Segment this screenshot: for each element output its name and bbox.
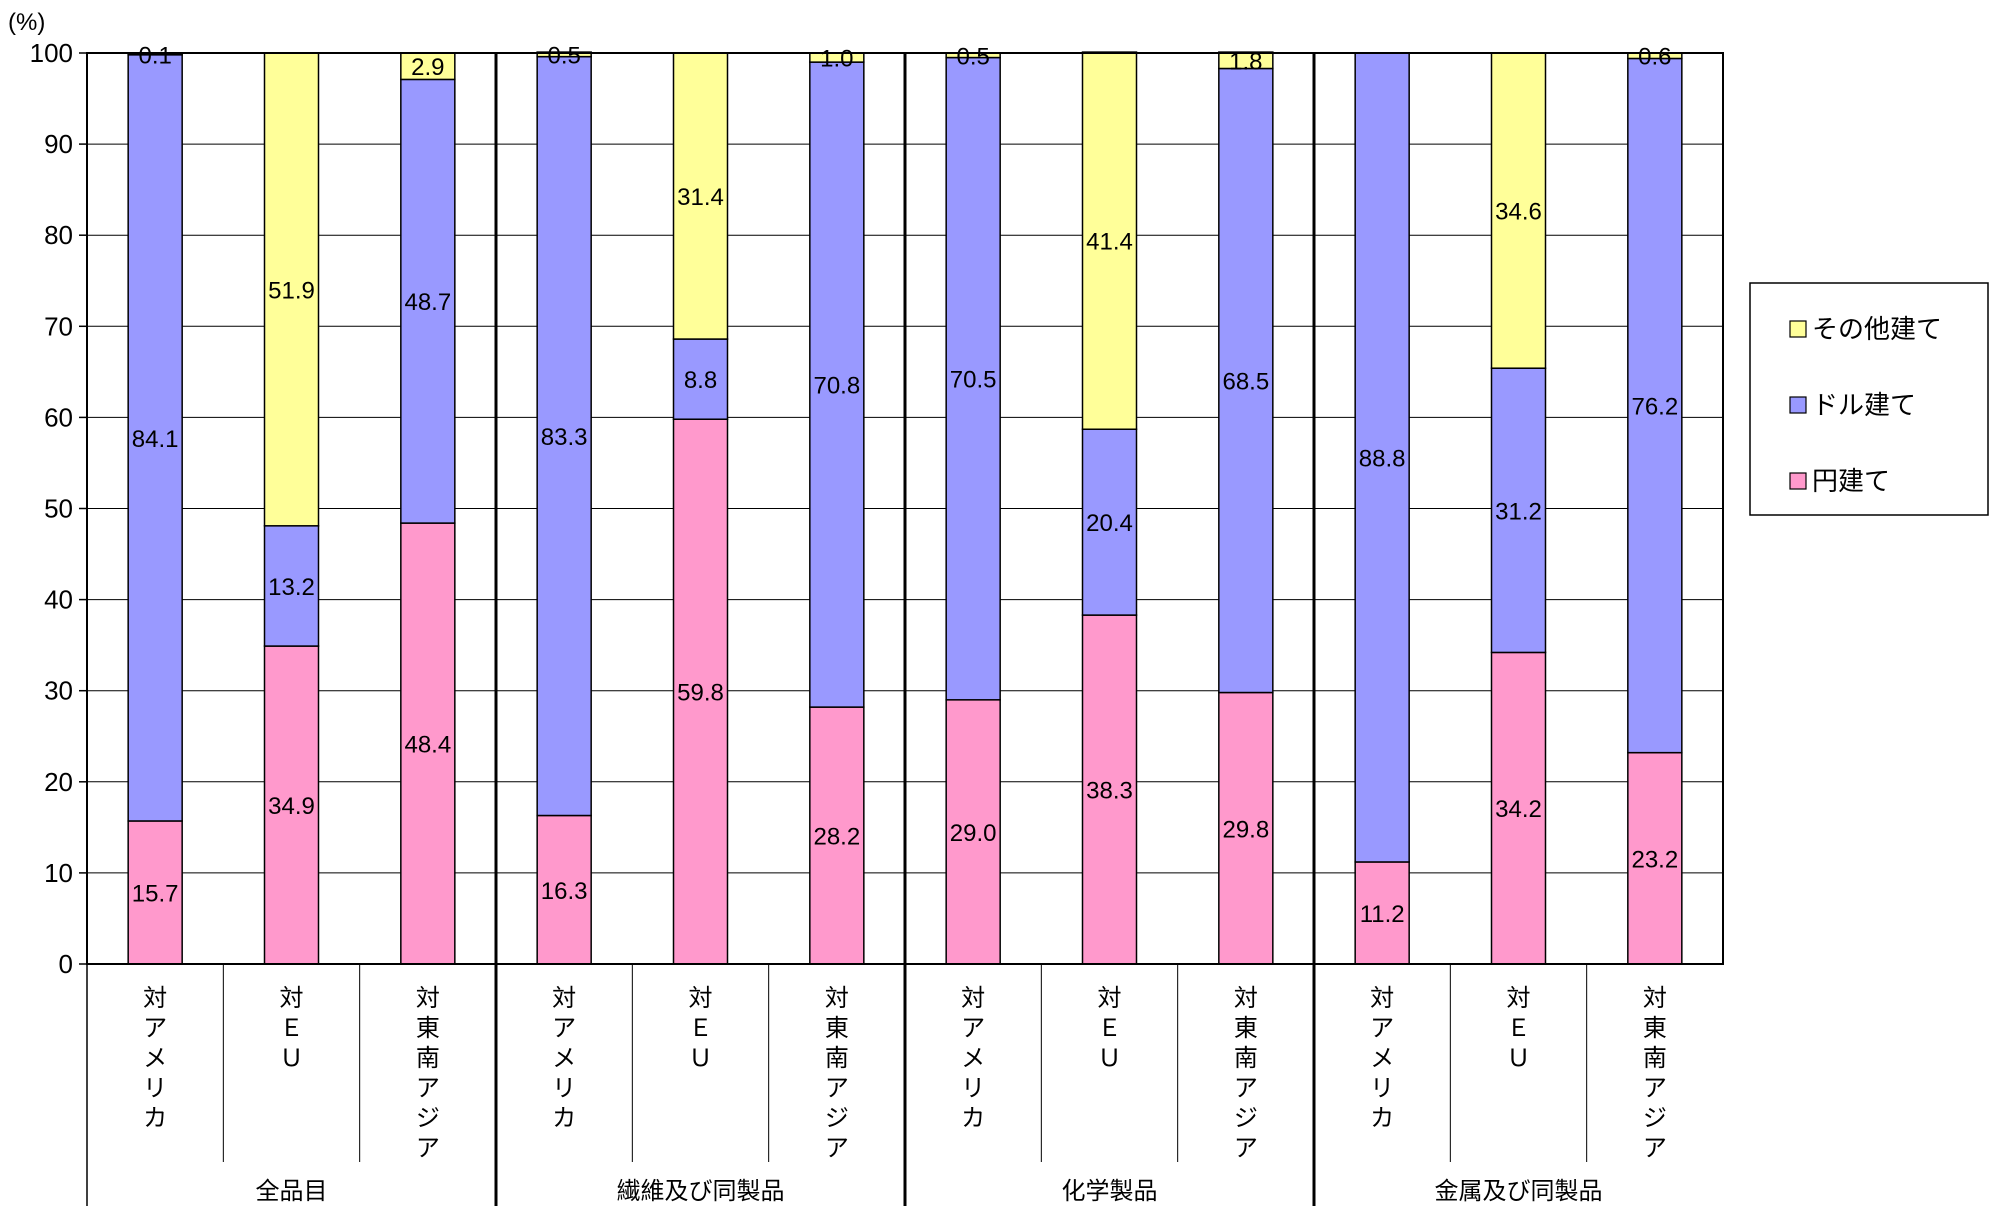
data-label: 31.4 [677,184,724,211]
category-label: 対アメリカ [961,985,985,1132]
data-label: 34.9 [268,793,315,820]
category-label: 対ＥＵ [1098,985,1122,1072]
bar-yen [1354,861,1410,965]
data-label: 8.8 [684,367,717,394]
data-label: 15.7 [132,880,179,907]
data-label: 48.4 [404,732,451,759]
data-label: 28.2 [813,824,860,851]
category-label: 対ＥＵ [689,985,713,1072]
category-label: 対東南アジア [1643,985,1667,1162]
y-tick-label: 80 [44,220,73,250]
y-tick-label: 60 [44,402,73,432]
group-label: 繊維及び同製品 [617,1178,785,1205]
category-label: 対ＥＵ [280,985,304,1072]
category-label: 対アメリカ [143,985,167,1132]
data-label: 11.2 [1360,901,1405,928]
legend-swatch [1789,396,1807,414]
data-label: 29.0 [950,820,997,847]
y-tick-label: 20 [44,767,73,797]
data-label: 70.5 [950,367,997,394]
bar-dollar [672,338,729,420]
bar-yen [127,820,183,965]
category-label: 対ＥＵ [1507,985,1531,1072]
data-label: 0.5 [547,42,580,69]
bar-yen [263,645,320,965]
bar-dollar [1354,52,1410,863]
data-label: 29.8 [1222,816,1269,843]
y-tick-label: 0 [59,949,73,979]
data-label: 0.5 [956,43,989,70]
bar-dollar [945,56,1001,701]
legend-entry: その他建て [1812,314,1942,344]
data-label: 84.1 [132,426,179,453]
axes: 0 10 20 30 40 50 60 70 80 90 100(%) 対アメリカ 対ＥＵ 対東南アジア 対… [8,9,1667,1205]
y-unit-label: (%) [8,9,45,36]
data-label: 76.2 [1631,394,1678,421]
y-tick-label: 40 [44,585,73,615]
group-label: 金属及び同製品 [1435,1178,1603,1205]
bar-other [263,52,320,527]
data-label: 41.4 [1086,229,1133,256]
y-tick-label: 90 [44,129,73,159]
bar-dollar [127,54,183,822]
bar-yen [1218,691,1274,965]
bar-yen [1490,651,1547,965]
data-label: 1.0 [820,46,853,73]
bar-dollar [1218,67,1274,694]
category-label: 対東南アジア [416,985,440,1162]
legend-entry: ドル建て [1812,390,1916,420]
y-tick-label: 10 [44,858,73,888]
bar-other [1490,52,1547,369]
plot-frame [86,52,1724,1206]
data-label: 48.7 [404,289,451,316]
data-label: 34.2 [1495,796,1542,823]
data-labels: 15.7 84.1 0.1 34.9 13.2 51.9 48.4 48.7 2.9 16.3 83… [132,42,1678,928]
legend-swatch [1789,472,1807,490]
legend-entry: 円建て [1812,466,1890,496]
y-tick-label: 70 [44,311,73,341]
category-label: 対東南アジア [1234,985,1258,1162]
bar-dollar [263,525,320,647]
bar-yen [672,418,729,965]
data-label: 70.8 [813,373,860,400]
data-label: 34.6 [1495,199,1542,226]
category-label: 対アメリカ [552,985,576,1132]
data-label: 0.6 [1638,44,1671,71]
y-tick-label: 30 [44,676,73,706]
category-label: 対東南アジア [825,985,849,1162]
data-label: 68.5 [1222,369,1269,396]
data-label: 38.3 [1086,778,1133,805]
y-tick-label: 50 [44,494,73,524]
data-label: 51.9 [268,277,315,304]
data-label: 1.8 [1229,48,1262,75]
group-label: 化学製品 [1062,1178,1158,1205]
bar-yen [1627,751,1683,965]
data-label: 31.2 [1495,498,1542,525]
bar-other [1081,51,1138,430]
bars [127,51,1683,965]
data-label: 23.2 [1631,846,1678,873]
legend-swatch [1789,320,1807,338]
data-label: 0.1 [138,42,171,69]
bar-yen [945,699,1001,965]
data-label: 59.8 [677,680,724,707]
y-tick-label: 100 [30,38,73,68]
data-label: 13.2 [268,574,315,601]
data-label: 20.4 [1086,510,1133,537]
bar-yen [1081,614,1138,965]
group-label: 全品目 [256,1178,328,1205]
data-label: 2.9 [411,54,444,81]
data-label: 88.8 [1359,445,1406,472]
bar-dollar [1627,57,1683,754]
bar-yen [536,814,592,965]
bar-dollar [1490,367,1547,654]
bar-dollar [400,78,456,524]
data-label: 16.3 [541,878,588,905]
bar-dollar [536,55,592,817]
data-label: 83.3 [541,424,588,451]
category-label: 対アメリカ [1370,985,1394,1132]
bar-dollar [1081,428,1138,616]
